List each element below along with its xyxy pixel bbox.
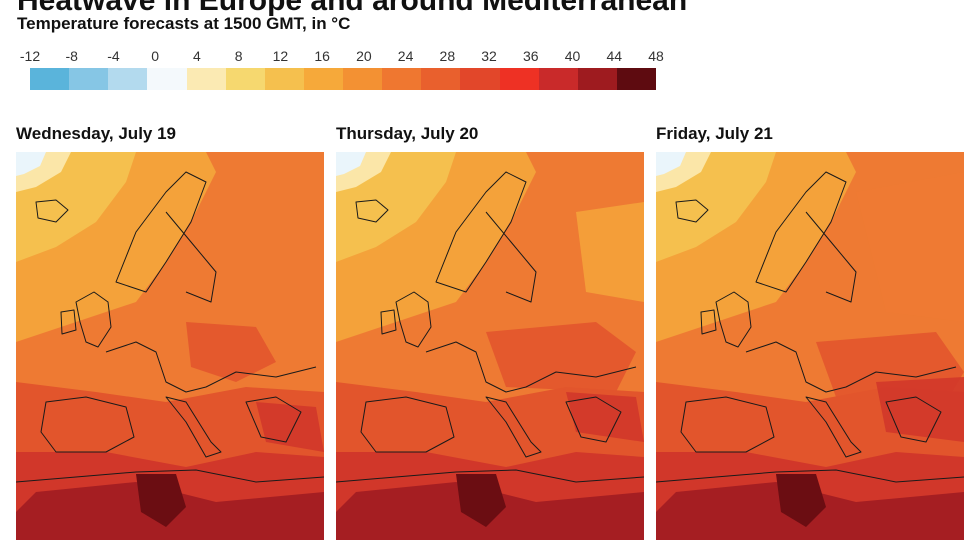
legend-swatch [382, 68, 422, 90]
legend-tick-label: 28 [439, 48, 456, 64]
legend-tick-label: -8 [65, 48, 78, 64]
legend-swatch [225, 68, 265, 90]
legend-swatch [421, 68, 461, 90]
map-thursday [336, 152, 644, 540]
legend-swatch [264, 68, 304, 90]
coastline [680, 396, 775, 453]
temperature-zone [16, 152, 46, 176]
legend-swatch [108, 68, 148, 90]
panel-friday: Friday, July 21 [656, 122, 964, 540]
temperature-zone [186, 322, 276, 382]
legend-tick-label: -12 [19, 48, 41, 64]
coastline [165, 396, 222, 458]
legend-swatch [460, 68, 500, 90]
panel-title-wednesday: Wednesday, July 19 [16, 124, 176, 143]
coastline [16, 469, 324, 483]
map-friday [656, 152, 964, 540]
coastline [355, 199, 389, 223]
coastline [35, 199, 69, 223]
coastline [75, 291, 112, 348]
map-subtitle: Temperature forecasts at 1500 GMT, in °C [17, 14, 351, 33]
temperature-zone [776, 474, 826, 527]
coastline [165, 211, 217, 303]
panel-title-thursday: Thursday, July 20 [336, 124, 479, 143]
coastline [485, 396, 542, 458]
temperature-map-friday [656, 152, 964, 540]
legend-tick-label: 0 [151, 48, 160, 64]
temperature-map-wednesday [16, 152, 324, 540]
temperature-zone [456, 474, 506, 527]
coastline [656, 469, 964, 483]
coastline [675, 199, 709, 223]
legend-tick-label: 8 [234, 48, 243, 64]
map-wednesday [16, 152, 324, 540]
temperature-zone [576, 202, 644, 302]
temperature-zone [856, 172, 964, 322]
legend-swatch [499, 68, 539, 90]
coastline [336, 469, 644, 483]
coastline [485, 211, 537, 303]
legend-tick-label: 44 [606, 48, 623, 64]
map-title: Heatwave in Europe and around Mediterran… [17, 0, 688, 17]
coastline [360, 396, 455, 453]
temperature-zone [876, 377, 964, 442]
coastline [805, 211, 857, 303]
coastline [425, 341, 637, 393]
legend-swatch [538, 68, 578, 90]
legend-swatch [147, 68, 187, 90]
legend-swatch [343, 68, 383, 90]
legend-tick-label: 4 [193, 48, 201, 64]
legend-swatch [577, 68, 617, 90]
legend-tick-label: 12 [272, 48, 289, 64]
temperature-zone [336, 152, 366, 176]
panel-wednesday: Wednesday, July 19 [16, 122, 324, 540]
legend-tick-labels: -12 -8 -4 0 4 8 12 16 20 24 28 32 36 40 44 48 [20, 48, 664, 68]
coastline [435, 171, 527, 293]
legend-color-scale [30, 68, 656, 90]
coastline [380, 309, 397, 335]
legend-tick-label: -4 [107, 48, 120, 64]
legend-swatch [69, 68, 109, 90]
coastline [395, 291, 432, 348]
coastline [755, 171, 847, 293]
coastline [565, 396, 622, 443]
legend-tick-label: 36 [523, 48, 539, 64]
coastline [885, 396, 942, 443]
legend-swatch [303, 68, 343, 90]
legend-tick-label: 20 [356, 48, 372, 64]
legend-swatch [186, 68, 226, 90]
panel-title-friday: Friday, July 21 [656, 124, 773, 143]
coastline [40, 396, 135, 453]
coastline [60, 309, 77, 335]
temperature-zone [566, 392, 644, 442]
coastline [805, 396, 862, 458]
legend-tick-label: 24 [397, 48, 414, 64]
legend-tick-label: 40 [564, 48, 581, 64]
coastline [700, 309, 717, 335]
temperature-legend: -12 -8 -4 0 4 8 12 16 20 24 28 32 36 40 44 48 [20, 48, 664, 90]
temperature-map-thursday [336, 152, 644, 540]
legend-swatch [30, 68, 70, 90]
legend-swatch [616, 68, 656, 90]
legend-tick-label: 48 [648, 48, 664, 64]
temperature-zone [656, 152, 686, 176]
coastline [105, 341, 317, 393]
panel-thursday: Thursday, July 20 [336, 122, 644, 540]
coastline [745, 341, 957, 393]
legend-tick-label: 32 [481, 48, 497, 64]
coastline [715, 291, 752, 348]
coastline [115, 171, 207, 293]
temperature-zone [486, 322, 636, 392]
temperature-zone [136, 474, 186, 527]
coastline [245, 396, 302, 443]
legend-tick-label: 16 [314, 48, 330, 64]
